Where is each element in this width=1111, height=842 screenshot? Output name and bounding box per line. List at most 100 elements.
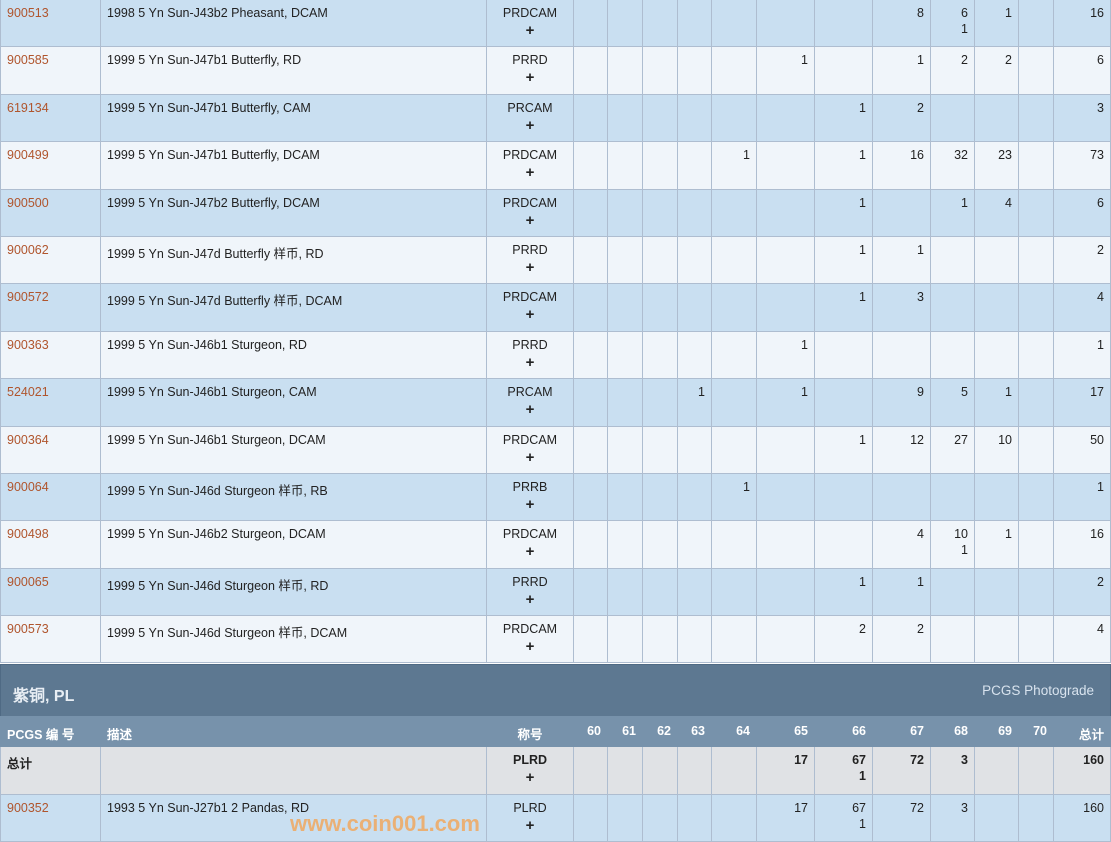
pcgs-number-link[interactable]: 900062	[7, 242, 49, 257]
grade-63-count	[677, 746, 712, 795]
header-description[interactable]: 描述	[100, 716, 487, 747]
grade-61-count	[607, 188, 643, 237]
grade-63-count	[677, 567, 712, 617]
grade-64-count	[711, 188, 757, 237]
table-row: 900352 1993 5 Yn Sun-J27b1 2 Pandas, RD PL…	[0, 793, 1111, 842]
total-count: 160	[1053, 746, 1111, 795]
grade-count: 3	[961, 801, 968, 815]
pcgs-number-link[interactable]: 524021	[7, 385, 49, 400]
pcgs-cell: 900062	[0, 235, 101, 285]
grade-70-count	[1018, 425, 1054, 474]
pcgs-number-link[interactable]: 900572	[7, 290, 49, 305]
grade-count: 5	[961, 385, 968, 400]
grade-63-count	[677, 520, 712, 569]
total-count: 16	[1053, 0, 1111, 48]
designation-cell: PRDCAM +	[486, 0, 574, 48]
grade-count: 1	[859, 432, 866, 447]
pcgs-number-link[interactable]: 900585	[7, 53, 49, 68]
total-count: 4	[1053, 615, 1111, 664]
pcgs-cell: 900498	[0, 520, 101, 569]
grade-66-count: 1	[814, 93, 873, 143]
grade-60-count	[573, 472, 608, 522]
grade-69-count	[974, 746, 1019, 795]
grade-68-count: 5	[930, 378, 975, 427]
total-count: 2	[1053, 235, 1111, 285]
grade-64-count	[711, 425, 757, 474]
header-grade-61[interactable]: 61	[607, 716, 643, 747]
totals-label: 总计	[7, 757, 33, 771]
grade-66-count: 67 1	[814, 746, 873, 795]
grade-69-count	[974, 793, 1019, 842]
grade-count: 10	[998, 432, 1012, 447]
table-row: 900498 1999 5 Yn Sun-J46b2 Sturgeon, DCAM…	[0, 520, 1111, 569]
plus-icon: +	[525, 22, 535, 39]
header-grade-60[interactable]: 60	[573, 716, 608, 747]
header-grade-69[interactable]: 69	[974, 716, 1019, 747]
grade-60-count	[573, 746, 608, 795]
description-cell: 1999 5 Yn Sun-J46b2 Sturgeon, DCAM	[100, 520, 487, 569]
pcgs-number-link[interactable]: 900065	[7, 574, 49, 589]
pcgs-number-link[interactable]: 900500	[7, 195, 49, 210]
pcgs-number-link[interactable]: 900513	[7, 6, 49, 20]
pcgs-number-link[interactable]: 900573	[7, 622, 49, 637]
grade-61-count	[607, 46, 643, 95]
grade-67-count: 12	[872, 425, 931, 474]
designation-label: PRCAM	[507, 385, 553, 400]
header-designation[interactable]: 称号	[486, 716, 574, 747]
total-count: 6	[1053, 188, 1111, 237]
pcgs-cell: 619134	[0, 93, 101, 143]
grade-62-count	[642, 46, 678, 95]
grade-62-count	[642, 378, 678, 427]
pcgs-cell: 900064	[0, 472, 101, 522]
designation-cell: PRDCAM +	[486, 188, 574, 237]
grade-63-count	[677, 141, 712, 190]
header-total[interactable]: 总计	[1053, 716, 1111, 747]
description-cell: 1999 5 Yn Sun-J47d Butterfly 样币, RD	[100, 235, 487, 285]
header-grade-66[interactable]: 66	[814, 716, 873, 747]
designation-label: PRDCAM	[502, 195, 558, 210]
grade-count: 1	[1005, 6, 1012, 20]
photograde-link[interactable]: PCGS Photograde	[982, 683, 1094, 698]
grade-70-count	[1018, 93, 1054, 143]
grade-count: 4	[1005, 195, 1012, 210]
pcgs-number-link[interactable]: 900352	[7, 801, 49, 815]
header-grade-63[interactable]: 63	[677, 716, 712, 747]
table-row: 900585 1999 5 Yn Sun-J47b1 Butterfly, RD P…	[0, 46, 1111, 95]
header-grade-62[interactable]: 62	[642, 716, 678, 747]
grade-70-count	[1018, 188, 1054, 237]
grade-65-count	[756, 472, 815, 522]
grade-65-count	[756, 567, 815, 617]
designation-cell: PRRD +	[486, 235, 574, 285]
grade-69-count	[974, 330, 1019, 380]
pcgs-number-link[interactable]: 900498	[7, 527, 49, 542]
grade-count: 10	[954, 527, 968, 542]
pcgs-number-link[interactable]: 900064	[7, 479, 49, 494]
header-grade-68[interactable]: 68	[930, 716, 975, 747]
pcgs-number-link[interactable]: 900364	[7, 432, 49, 447]
header-pcgs[interactable]: PCGS 编 号	[0, 716, 101, 747]
grade-68-count	[930, 615, 975, 664]
pcgs-cell: 900572	[0, 283, 101, 332]
pcgs-number-link[interactable]: 619134	[7, 100, 49, 115]
grade-67-count: 1	[872, 567, 931, 617]
grade-count: 12	[910, 432, 924, 447]
grade-70-count	[1018, 472, 1054, 522]
column-header-row: PCGS 编 号描述 称号 60 61 62 63 64 65 66 67 68 69 70 总计	[0, 716, 1111, 747]
grade-68-count	[930, 283, 975, 332]
grade-61-count	[607, 93, 643, 143]
grade-68-count	[930, 330, 975, 380]
pcgs-number-link[interactable]: 900499	[7, 148, 49, 163]
grade-70-count	[1018, 46, 1054, 95]
table-row: 900062 1999 5 Yn Sun-J47d Butterfly 样币, R…	[0, 235, 1111, 285]
grade-64-count	[711, 378, 757, 427]
pcgs-cell: 总计	[0, 746, 101, 795]
header-grade-64[interactable]: 64	[711, 716, 757, 747]
header-grade-70[interactable]: 70	[1018, 716, 1054, 747]
header-grade-67[interactable]: 67	[872, 716, 931, 747]
grade-61-count	[607, 472, 643, 522]
pcgs-number-link[interactable]: 900363	[7, 337, 49, 352]
grade-62-count	[642, 141, 678, 190]
plus-icon: +	[525, 590, 535, 608]
header-grade-65[interactable]: 65	[756, 716, 815, 747]
grade-count: 1	[743, 479, 750, 494]
